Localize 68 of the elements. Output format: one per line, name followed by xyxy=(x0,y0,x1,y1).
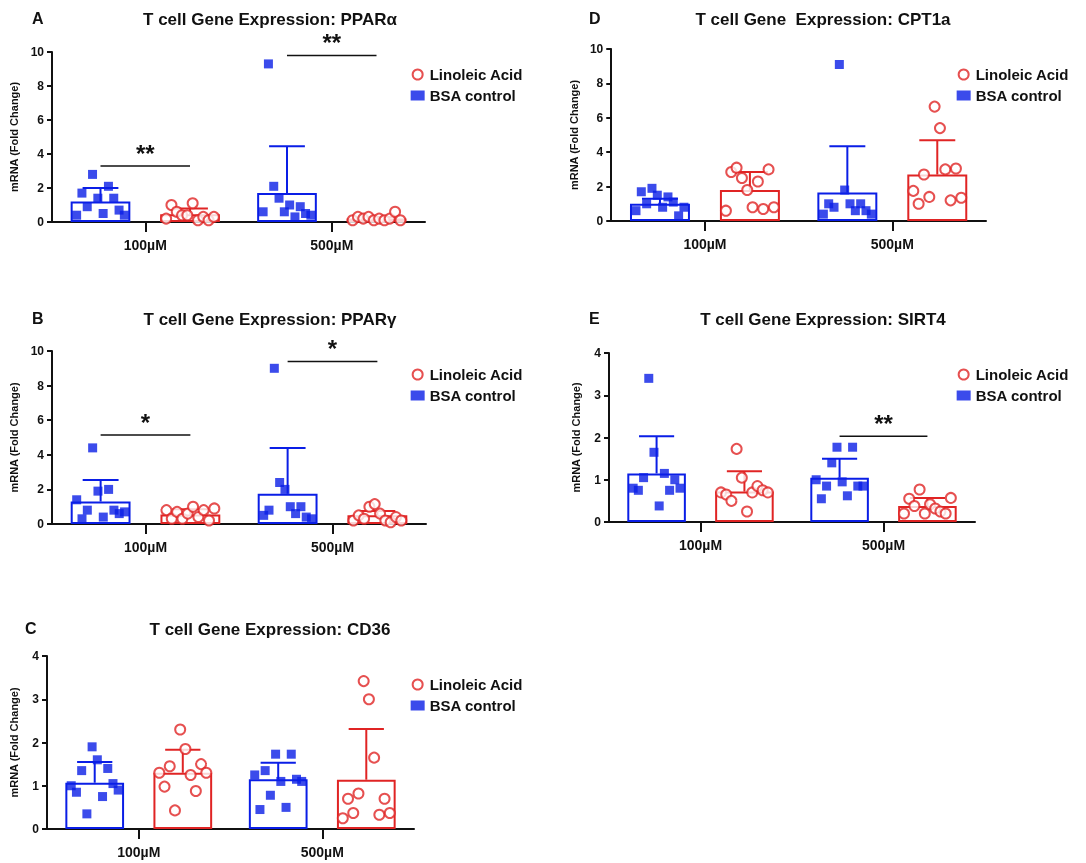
y-tick-label: 4 xyxy=(596,145,604,160)
y-axis-title: mRNA (Fold Change) xyxy=(567,79,580,191)
chart-title: T cell Gene Expression: PPARγ xyxy=(143,310,397,329)
y-tick-label: 10 xyxy=(30,45,45,59)
y-tick-label: 8 xyxy=(37,378,45,393)
legend-label: Linoleic Acid xyxy=(975,366,1069,383)
y-tick-label: 4 xyxy=(37,147,45,161)
annotation: ** xyxy=(874,410,894,438)
chart-title: T cell Gene Expression: PPARα xyxy=(143,10,398,29)
y-tick-label: 2 xyxy=(37,482,45,497)
chart-title: T cell Gene Expression: CD36 xyxy=(149,620,391,639)
y-tick-label: 3 xyxy=(594,388,602,403)
y-tick-label: 2 xyxy=(37,181,45,195)
y-tick-label: 4 xyxy=(37,447,45,462)
y-axis-title: mRNA (Fold Change) xyxy=(569,382,582,493)
chart-title: T cell Gene Expression: CPT1a xyxy=(695,10,952,29)
legend-label: BSA control xyxy=(975,387,1062,404)
y-axis-title: mRNA (Fold Change) xyxy=(8,382,21,493)
y-axis-title: mRNA (Fold Change) xyxy=(7,687,20,798)
y-tick-label: 0 xyxy=(37,215,45,229)
y-tick-label: 1 xyxy=(594,472,602,487)
annotation: ** xyxy=(135,139,156,167)
text: B xyxy=(32,309,44,327)
legend-label: Linoleic Acid xyxy=(429,676,523,693)
annotation: * xyxy=(327,335,338,363)
x-tick-label: 500µM xyxy=(861,537,906,553)
y-tick-label: 6 xyxy=(37,413,45,428)
x-tick-label: 500µM xyxy=(310,237,354,253)
text: A xyxy=(32,9,44,27)
x-tick-label: 100µM xyxy=(678,537,723,553)
y-tick-label: 6 xyxy=(37,113,45,127)
y-tick-label: 8 xyxy=(596,76,604,91)
y-tick-label: 0 xyxy=(594,515,602,529)
legend-label: BSA control xyxy=(429,697,516,714)
y-tick-label: 10 xyxy=(589,42,604,56)
x-tick-label: 100µM xyxy=(683,236,727,252)
y-tick-label: 0 xyxy=(32,822,40,836)
x-tick-label: 100µM xyxy=(123,237,167,253)
y-tick-label: 2 xyxy=(594,430,602,445)
x-tick-label: 100µM xyxy=(117,844,161,860)
y-tick-label: 4 xyxy=(32,649,40,663)
chart-title: T cell Gene Expression: SIRT4 xyxy=(700,310,947,329)
legend-label: BSA control xyxy=(429,87,516,104)
x-tick-label: 100µM xyxy=(123,539,168,555)
text: C xyxy=(25,619,37,637)
y-tick-label: 3 xyxy=(32,692,40,707)
text: E xyxy=(589,309,600,327)
x-tick-label: 500µM xyxy=(310,539,355,555)
text: D xyxy=(589,9,601,27)
annotation: ** xyxy=(322,29,342,57)
y-tick-label: 2 xyxy=(596,179,604,194)
y-tick-label: 1 xyxy=(32,778,40,793)
y-tick-label: 4 xyxy=(594,346,602,360)
y-tick-label: 0 xyxy=(37,517,45,531)
y-axis-title: mRNA (Fold Change) xyxy=(8,81,21,193)
legend-label: Linoleic Acid xyxy=(429,366,523,383)
y-tick-label: 10 xyxy=(30,344,45,358)
legend-label: Linoleic Acid xyxy=(429,66,523,83)
x-tick-label: 500µM xyxy=(870,236,914,252)
annotation: * xyxy=(140,408,151,436)
legend-label: Linoleic Acid xyxy=(975,66,1069,83)
y-tick-label: 6 xyxy=(596,110,604,125)
y-tick-label: 2 xyxy=(32,735,40,750)
legend-label: BSA control xyxy=(429,387,516,404)
y-tick-label: 0 xyxy=(596,214,604,228)
y-tick-label: 8 xyxy=(37,79,45,93)
x-tick-label: 500µM xyxy=(300,844,344,860)
legend-label: BSA control xyxy=(975,87,1062,104)
